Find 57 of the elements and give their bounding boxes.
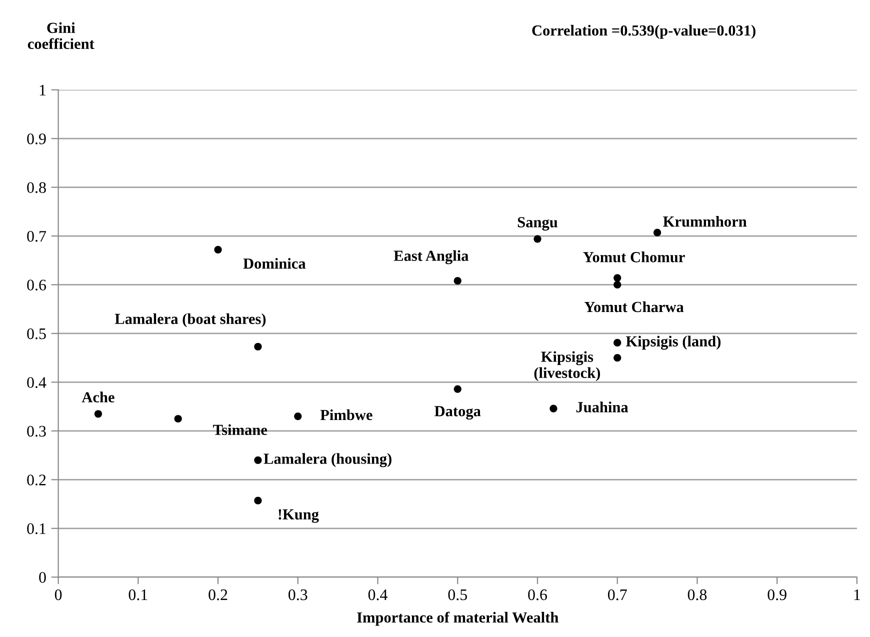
- annotation: Lamalera (housing): [264, 453, 392, 468]
- y-tick-label: 0.3: [27, 426, 46, 437]
- x-tick-label: 1: [854, 589, 860, 600]
- y-tick-label: 0: [39, 572, 46, 583]
- point: [653, 228, 662, 236]
- point: [614, 280, 622, 289]
- point: [614, 338, 622, 347]
- point: [254, 456, 262, 464]
- point: [454, 385, 462, 393]
- annotation: Dominica: [243, 258, 306, 269]
- annotation: Yomut Chomur: [583, 252, 685, 262]
- y-tick-label: 0.2: [27, 474, 46, 486]
- y-tick-label: 0.6: [27, 280, 46, 291]
- x-tick-label: 0.8: [688, 589, 707, 600]
- y-tick-label: 1: [40, 84, 46, 96]
- annotation: Lamalera (boat shares): [114, 313, 266, 328]
- point: [454, 277, 462, 285]
- y-tick-label: 0.9: [27, 133, 46, 144]
- point: [254, 496, 262, 504]
- annotation: Datoga: [434, 406, 481, 420]
- annotation: Juahina: [576, 402, 628, 412]
- y-tick-label: 0.4: [27, 377, 46, 388]
- x-tick-label: 0.1: [128, 589, 148, 600]
- x-tick-label: 0.7: [608, 589, 627, 600]
- x-tick-label: 0.2: [208, 589, 228, 600]
- x-tick-label: 0.6: [528, 589, 547, 600]
- point: [614, 274, 622, 282]
- y-tick-label: 0.8: [27, 182, 46, 194]
- point: [214, 246, 222, 254]
- point: [534, 235, 542, 243]
- annotation: Tsimane: [213, 424, 268, 436]
- y-tick-label: 0.7: [27, 230, 46, 242]
- y-tick-label: 0.5: [27, 328, 46, 340]
- annotation: !Kung: [278, 509, 319, 523]
- point: [174, 414, 182, 423]
- text: Correlation =0.539(p-value=0.031): [532, 24, 756, 39]
- point: [550, 404, 558, 412]
- annotation: Pimbwe: [320, 409, 372, 420]
- x-tick-label: 0.4: [368, 589, 388, 600]
- point: [254, 342, 262, 350]
- annotation: Sangu: [518, 217, 558, 231]
- y-axis-title: Gini coefficient: [28, 22, 94, 50]
- annotation: Ache: [82, 392, 114, 402]
- point: [94, 410, 102, 418]
- annotation: East Anglia: [394, 250, 468, 264]
- x-tick-label: 0: [54, 589, 62, 600]
- annotation: Kipsigis (land): [626, 336, 721, 350]
- x-tick-label: 0.9: [768, 589, 786, 600]
- annotation: Krummhorn: [663, 216, 747, 227]
- x-axis-title: Importance of material Wealth: [357, 612, 558, 626]
- annotation: Kipsigis (livestock): [534, 351, 600, 382]
- y-tick-label: 0.1: [27, 523, 46, 534]
- annotation: Yomut Charwa: [584, 301, 684, 312]
- x-tick-label: 0.5: [448, 589, 467, 600]
- point: [614, 354, 622, 362]
- point: [294, 412, 302, 420]
- x-tick-label: 0.3: [288, 589, 308, 600]
